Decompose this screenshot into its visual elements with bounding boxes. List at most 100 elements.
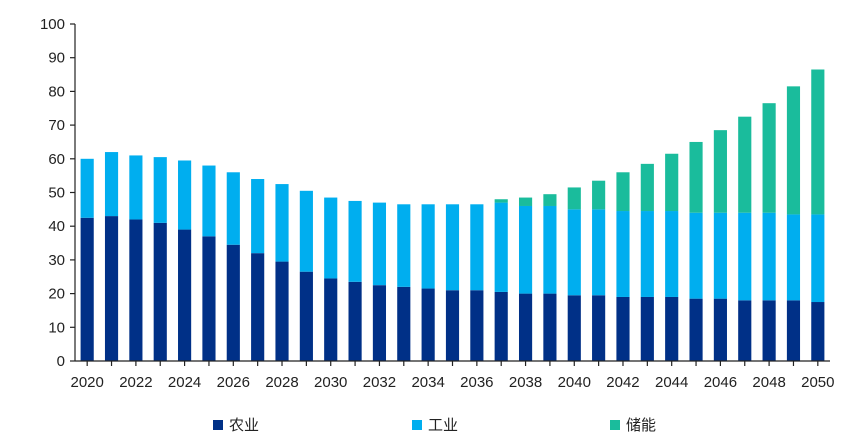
x-tick-label: 2040: [558, 374, 591, 391]
bar-segment-industry-2021: [104, 152, 119, 217]
bar-segment-agriculture-2027: [251, 253, 265, 361]
bar-segment-agriculture-2043: [640, 296, 654, 361]
bar-segment-storage-2044: [665, 153, 679, 212]
bar-segment-industry-2043: [640, 211, 654, 297]
y-tick-label: 90: [48, 50, 65, 67]
legend: 农业 工业 储能: [213, 416, 656, 434]
bar-segment-agriculture-2048: [762, 300, 776, 361]
bar-segment-agriculture-2038: [518, 293, 533, 361]
bar-segment-industry-2029: [299, 190, 313, 272]
bar-segment-agriculture-2049: [786, 300, 801, 361]
bar-segment-agriculture-2037: [494, 291, 508, 361]
x-tick-label: 2032: [363, 374, 396, 391]
bar-segment-agriculture-2024: [178, 229, 192, 361]
bar-segment-industry-2042: [616, 211, 630, 297]
x-tick-label: 2024: [168, 374, 201, 391]
x-tick-label: 2036: [460, 374, 493, 391]
x-tick-label: 2044: [655, 374, 688, 391]
bar-segment-agriculture-2035: [445, 290, 460, 361]
y-tick-label: 80: [48, 83, 65, 100]
y-tick-label: 60: [48, 151, 65, 168]
bar-segment-industry-2025: [202, 165, 216, 237]
bar-segment-agriculture-2045: [689, 298, 703, 361]
bar-segment-agriculture-2033: [397, 286, 411, 361]
bar-segment-storage-2038: [518, 197, 533, 206]
y-tick-label: 100: [40, 16, 65, 33]
bar-segment-industry-2035: [445, 204, 460, 291]
x-tick-label: 2050: [801, 374, 834, 391]
bar-segment-agriculture-2044: [665, 296, 679, 361]
y-axis: 0 10 20 30 40 50 60 70 80 90 100: [40, 16, 75, 370]
x-tick-label: 2030: [314, 374, 347, 391]
bar-segment-industry-2047: [738, 212, 752, 301]
y-tick-label: 0: [57, 353, 65, 370]
legend-agriculture-swatch: [213, 420, 223, 430]
legend-agriculture-label: 农业: [229, 416, 259, 434]
bar-segment-agriculture-2042: [616, 296, 630, 361]
bar-segment-agriculture-2022: [129, 219, 143, 361]
bar-segment-industry-2034: [421, 204, 435, 289]
bar-segment-industry-2048: [762, 212, 776, 301]
bar-segment-industry-2031: [348, 200, 362, 282]
legend-industry-swatch: [412, 420, 422, 430]
bar-segment-industry-2045: [689, 212, 703, 299]
bar-segment-agriculture-2041: [592, 295, 606, 361]
bars-layer: [80, 69, 825, 361]
x-tick-label: 2020: [70, 374, 103, 391]
x-tick-label: 2026: [217, 374, 250, 391]
y-tick-label: 20: [48, 286, 65, 303]
y-tick-label: 70: [48, 117, 65, 134]
bar-segment-industry-2041: [592, 209, 606, 296]
x-tick-label: 2034: [411, 374, 444, 391]
x-tick-label: 2038: [509, 374, 542, 391]
bar-segment-agriculture-2028: [275, 261, 289, 361]
bar-segment-agriculture-2030: [324, 278, 338, 361]
bar-segment-agriculture-2026: [226, 244, 240, 361]
bar-segment-industry-2022: [129, 155, 143, 220]
x-tick-label: 2042: [606, 374, 639, 391]
bar-segment-storage-2037: [494, 199, 508, 203]
bar-segment-industry-2036: [470, 204, 484, 291]
bar-segment-agriculture-2020: [80, 217, 94, 361]
bar-segment-industry-2026: [226, 172, 240, 245]
bar-segment-industry-2028: [275, 184, 289, 262]
y-tick-label: 40: [48, 218, 65, 235]
bar-segment-storage-2045: [689, 141, 703, 213]
bar-segment-industry-2024: [178, 160, 192, 230]
bar-segment-agriculture-2046: [713, 298, 727, 361]
bar-segment-agriculture-2023: [153, 222, 167, 361]
bar-segment-agriculture-2031: [348, 281, 362, 361]
bar-segment-agriculture-2040: [567, 295, 581, 361]
bar-segment-industry-2037: [494, 202, 508, 292]
bar-segment-industry-2049: [786, 214, 801, 301]
bar-segment-agriculture-2021: [104, 216, 119, 361]
y-tick-label: 10: [48, 319, 65, 336]
bar-segment-industry-2032: [372, 202, 387, 286]
bar-segment-industry-2033: [397, 204, 411, 287]
bar-segment-agriculture-2047: [738, 300, 752, 361]
bar-segment-storage-2047: [738, 116, 752, 213]
bar-segment-agriculture-2034: [421, 288, 435, 361]
bar-segment-agriculture-2036: [470, 290, 484, 361]
bar-segment-industry-2040: [567, 209, 581, 296]
bar-segment-industry-2039: [543, 205, 557, 294]
legend-storage-swatch: [610, 420, 620, 430]
bar-segment-industry-2038: [518, 205, 533, 294]
bar-segment-industry-2027: [251, 179, 265, 254]
x-tick-label: 2028: [265, 374, 298, 391]
x-axis: 2020 2022 2024 2026 2028 2030 2032 2034 2036 2038…: [70, 361, 835, 391]
legend-industry-label: 工业: [428, 416, 458, 434]
bar-segment-storage-2040: [567, 187, 581, 210]
x-tick-label: 2048: [752, 374, 785, 391]
bar-segment-storage-2042: [616, 172, 630, 212]
bar-segment-agriculture-2050: [811, 302, 825, 361]
bar-segment-storage-2049: [786, 86, 801, 215]
x-tick-label: 2022: [119, 374, 152, 391]
y-tick-label: 30: [48, 252, 65, 269]
legend-agriculture: 农业: [213, 416, 259, 434]
bar-segment-storage-2048: [762, 103, 776, 213]
bar-segment-industry-2020: [80, 158, 94, 218]
bar-segment-agriculture-2025: [202, 236, 216, 361]
